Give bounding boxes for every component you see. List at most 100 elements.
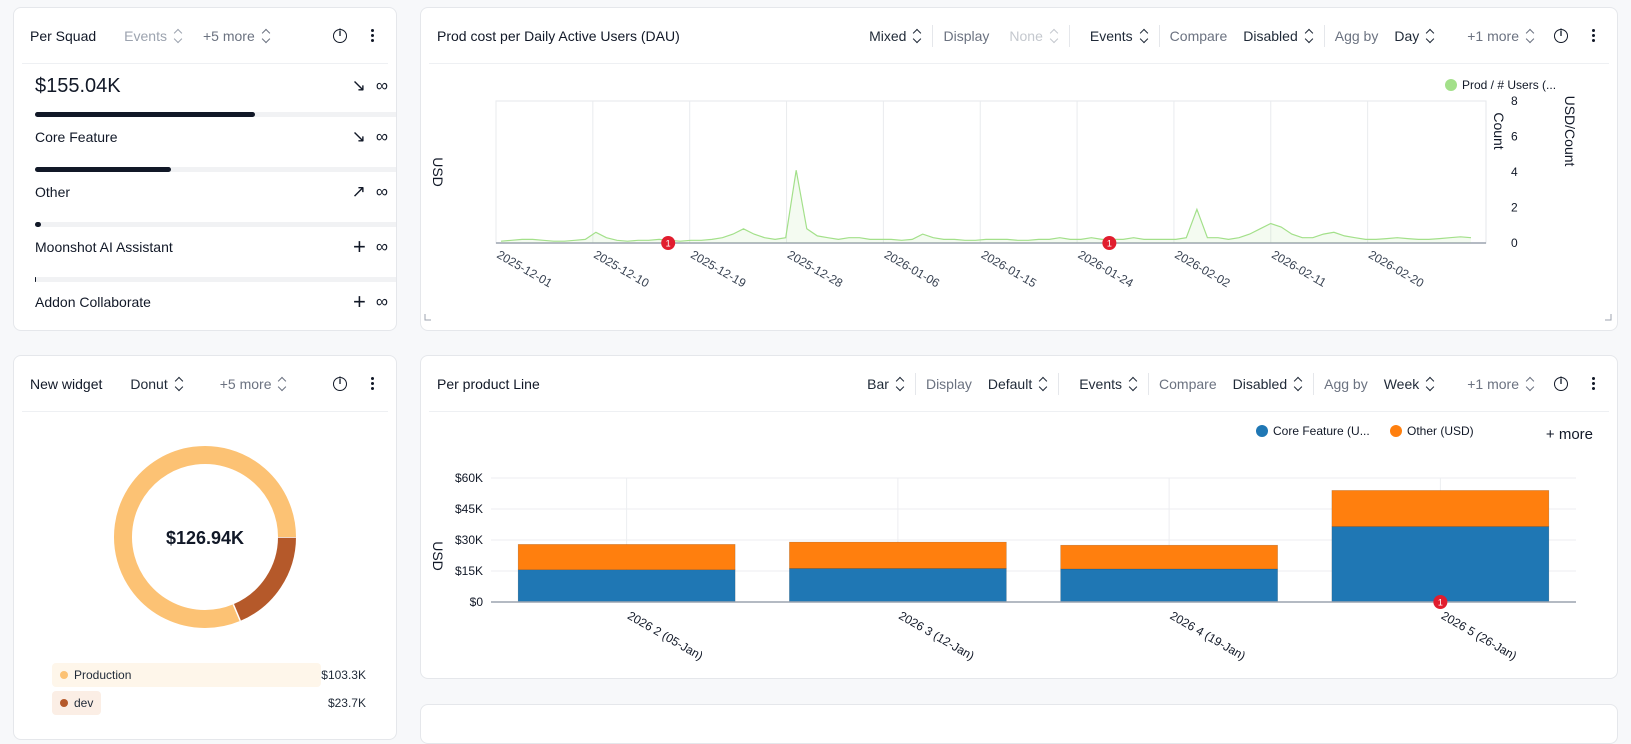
x-tick-label: 2026-01-24 [1076, 247, 1136, 290]
events-select[interactable]: Events [1059, 370, 1148, 398]
y-axis-label: USD [430, 157, 446, 187]
chevron-updown-icon [1304, 29, 1314, 43]
divider [932, 24, 934, 47]
legend-item[interactable]: Core Feature (U... [1256, 424, 1370, 438]
card-title: Prod cost per Daily Active Users (DAU) [437, 27, 680, 44]
y-tick-label: 2 [1511, 201, 1518, 215]
x-tick-label: 2026-02-11 [1269, 247, 1329, 290]
legend-item[interactable]: Other (USD) [1390, 424, 1474, 438]
dau-line-chart: 2025-12-01 2025-12-10 2025-12-19 2025-12-28… [424, 78, 1612, 321]
dau-chart-card: Prod cost per Daily Active Users (DAU) M… [420, 7, 1618, 331]
chevron-updown-icon [261, 29, 271, 43]
bar-segment[interactable] [1331, 490, 1550, 527]
divider [1068, 24, 1070, 47]
infinity-icon: ∞ [375, 76, 388, 95]
display-select[interactable]: Display None [933, 22, 1068, 50]
svg-text:1: 1 [666, 239, 671, 249]
legend-label: dev [74, 696, 94, 710]
chevron-updown-icon [1049, 29, 1059, 43]
info-icon [1554, 376, 1568, 391]
svg-text:Other (USD): Other (USD) [1407, 424, 1474, 438]
chart-type-select[interactable]: Mixed [859, 22, 932, 50]
info-button[interactable] [1545, 22, 1577, 50]
x-tick-label: 2026 3 (12-Jan) [896, 608, 976, 662]
annotation-marker[interactable]: 1 [661, 236, 676, 250]
bar-segment[interactable] [789, 541, 1007, 569]
legend-dot [60, 671, 68, 679]
squad-row[interactable]: Moonshot AI Assistant + ∞ [35, 232, 388, 262]
more-filters-select[interactable]: +5 more [210, 370, 298, 398]
y2-axis-label: Count [1491, 112, 1507, 149]
legend-item[interactable]: Prod / # Users (... [1445, 78, 1556, 92]
x-tick-label: 2025-12-28 [785, 247, 845, 290]
bar-segment[interactable] [1331, 526, 1550, 603]
squad-label: Addon Collaborate [35, 294, 151, 310]
events-select[interactable]: Events [114, 22, 193, 50]
arrow-down-right-icon: ↘ [351, 76, 366, 95]
x-tick-label: 2025-12-10 [591, 247, 651, 290]
x-tick-label: 2026 4 (19-Jan) [1168, 608, 1248, 662]
donut-legend-row[interactable]: dev $23.7K [52, 691, 366, 715]
chevron-updown-icon [1425, 377, 1435, 391]
more-filters-select[interactable]: +1 more [1445, 370, 1545, 398]
x-tick-label: 2026-01-06 [882, 247, 942, 290]
menu-button[interactable] [1577, 22, 1609, 50]
agg-by-select[interactable]: Agg by Day [1325, 22, 1446, 50]
display-select[interactable]: Display Default [916, 370, 1058, 398]
squad-row[interactable]: Other ↗ ∞ [35, 177, 388, 207]
bar-segment[interactable] [1060, 544, 1278, 570]
bar-segment[interactable] [789, 568, 1007, 603]
menu-button[interactable] [356, 22, 388, 50]
menu-button[interactable] [356, 370, 388, 398]
divider [1313, 372, 1315, 395]
info-icon [333, 376, 347, 391]
svg-text:Core Feature (U...: Core Feature (U... [1273, 424, 1370, 438]
arrow-up-right-icon: ↗ [351, 182, 366, 201]
squad-row[interactable]: Addon Collaborate + ∞ [35, 287, 388, 317]
legend-more-button[interactable]: + more [1545, 426, 1593, 443]
svg-text:1: 1 [1107, 239, 1112, 249]
share-bar [35, 167, 396, 172]
kebab-icon [1586, 377, 1601, 390]
more-filters-select[interactable]: +1 more [1445, 22, 1545, 50]
divider [1158, 24, 1160, 47]
chevron-updown-icon [173, 29, 183, 43]
annotation-marker[interactable]: 1 [1102, 236, 1117, 250]
infinity-icon: ∞ [375, 182, 388, 201]
kebab-icon [1586, 29, 1601, 42]
agg-by-select[interactable]: Agg by Week [1314, 370, 1445, 398]
bar-segment[interactable] [517, 569, 736, 603]
resize-handle-icon[interactable] [424, 314, 431, 321]
info-button[interactable] [324, 22, 356, 50]
svg-text:Prod / # Users (...: Prod / # Users (... [1462, 78, 1556, 92]
total-value: $155.04K [35, 74, 121, 97]
card-title: New widget [30, 375, 103, 392]
donut-widget-card: New widget Donut +5 more $126.94K Produc… [13, 355, 397, 740]
squad-row[interactable]: Core Feature ↘ ∞ [35, 122, 388, 152]
arrow-down-right-icon: ↘ [351, 127, 366, 146]
donut-slice[interactable] [114, 446, 296, 628]
chart-type-select[interactable]: Bar [857, 370, 915, 398]
y3-axis-label: USD/Count [1562, 96, 1578, 167]
compare-select[interactable]: Compare Disabled [1160, 22, 1324, 50]
info-button[interactable] [324, 370, 356, 398]
bar-segment[interactable] [517, 544, 736, 571]
donut-slice[interactable] [233, 536, 296, 621]
compare-select[interactable]: Compare Disabled [1149, 370, 1313, 398]
info-button[interactable] [1545, 370, 1577, 398]
chart-type-select[interactable]: Donut [120, 370, 193, 398]
bar-segment[interactable] [1060, 568, 1278, 603]
donut-legend-row[interactable]: Production $103.3K [52, 663, 366, 687]
chevron-updown-icon [277, 377, 287, 391]
more-filters-select[interactable]: +5 more [193, 22, 281, 50]
kebab-icon [365, 377, 380, 390]
events-select[interactable]: Events [1070, 22, 1159, 50]
divider [1323, 24, 1325, 47]
y-tick-label: $30K [455, 533, 483, 547]
legend-value: $103.3K [321, 668, 366, 682]
resize-handle-icon[interactable] [1605, 314, 1612, 321]
annotation-marker[interactable]: 1 [1433, 595, 1448, 609]
x-tick-label: 2026 2 (05-Jan) [625, 608, 705, 662]
menu-button[interactable] [1577, 370, 1609, 398]
divider [1058, 372, 1060, 395]
